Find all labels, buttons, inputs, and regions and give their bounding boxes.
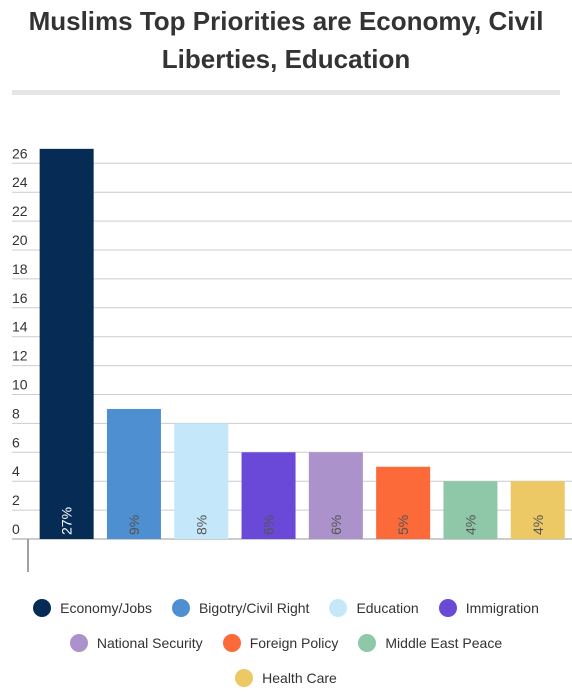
legend-row: Health Care [0,660,572,695]
legend-swatch [171,598,190,617]
chart-legend: Economy/Jobs Bigotry/Civil Right Education… [0,590,572,695]
legend-item: Education [329,598,419,617]
bar-health-care [510,481,565,539]
legend-label: Economy/Jobs [60,599,152,616]
bar-immigration [241,452,296,539]
legend-item: Middle East Peace [358,633,503,652]
legend-swatch [235,668,254,687]
legend-label: Immigration [465,599,539,616]
y-tick-label: 4 [12,463,20,479]
legend-label: Middle East Peace [385,634,503,651]
legend-swatch [438,598,457,617]
legend-label: Education [356,599,419,616]
legend-swatch [69,633,88,652]
y-tick-label: 18 [12,261,28,277]
y-tick-label: 8 [12,405,20,421]
legend-swatch [358,633,377,652]
y-tick-label: 10 [12,377,28,393]
bar-foreign-policy [376,466,431,539]
legend-item: Immigration [438,598,539,617]
y-tick-label: 2 [12,492,20,508]
data-label: 6% [261,515,277,535]
bar-bigotry-civil-right [106,408,161,539]
data-label: 6% [328,515,344,535]
legend-label: Health Care [262,669,337,686]
legend-row: Economy/Jobs Bigotry/Civil Right Education… [0,590,572,625]
legend-item: Bigotry/Civil Right [171,598,310,617]
data-label: 5% [395,515,411,535]
bar-national-security [308,452,363,539]
legend-item: Economy/Jobs [33,598,152,617]
data-label: 4% [530,515,546,535]
y-tick-label: 22 [12,203,28,219]
bar-economy-jobs [39,148,94,539]
y-tick-label: 12 [12,348,28,364]
y-tick-label: 16 [12,290,28,306]
legend-item: Foreign Policy [222,633,339,652]
legend-label: Bigotry/Civil Right [198,599,310,616]
legend-row: National Security Foreign Policy Middle Ea… [0,625,572,660]
y-tick-label: 26 [12,145,28,161]
legend-swatch [329,598,348,617]
legend-swatch [33,598,52,617]
data-label: 8% [193,515,209,535]
y-tick-label: 24 [12,174,28,190]
legend-item: Health Care [235,668,337,687]
legend-swatch [222,633,241,652]
bar-education [174,423,229,539]
legend-item: National Security [69,633,203,652]
y-tick-label: 20 [12,232,28,248]
title-divider [12,90,560,95]
bar-middle-east-peace [443,481,498,539]
y-tick-label: 14 [12,319,28,335]
data-label: 9% [126,515,142,535]
data-label: 4% [462,515,478,535]
legend-label: National Security [96,634,203,651]
chart-title: Muslims Top Priorities are Economy, Civi… [28,6,544,74]
legend-label: Foreign Policy [249,634,339,651]
data-label: 27% [59,507,75,535]
y-tick-label: 0 [12,521,20,537]
y-tick-label: 6 [12,434,20,450]
